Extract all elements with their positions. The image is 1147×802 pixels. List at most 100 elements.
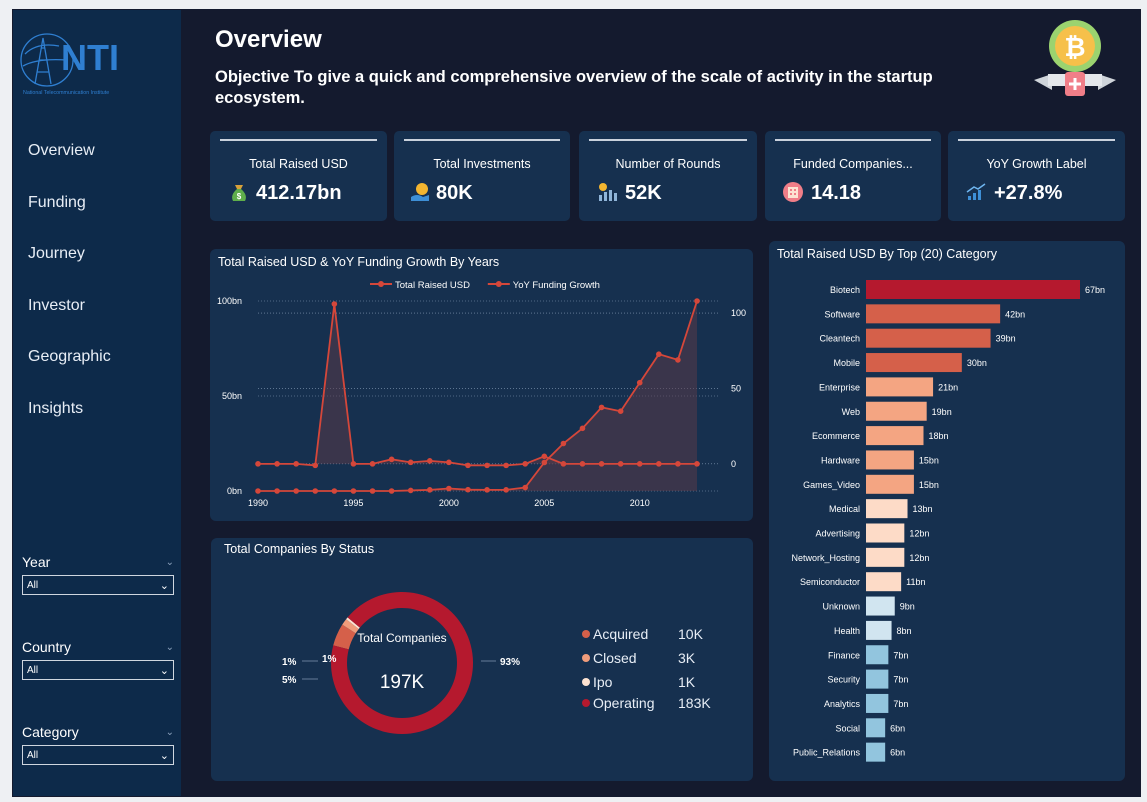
category-dropdown-value: All <box>27 749 39 761</box>
donut-center-label: Total Companies <box>357 631 446 645</box>
bar[interactable] <box>866 620 892 640</box>
bar-value-label: 42bn <box>1005 309 1025 319</box>
bar-value-label: 7bn <box>893 699 908 709</box>
bar[interactable] <box>866 426 924 446</box>
kpi-value: 80K <box>436 182 473 204</box>
donut-percent-label: 1% <box>322 654 337 665</box>
data-point <box>426 458 433 464</box>
kpi-label: Total Raised USD <box>249 157 348 171</box>
bar-value-label: 7bn <box>893 675 908 685</box>
data-point <box>579 425 586 432</box>
bar-category-label: Semiconductor <box>800 577 860 587</box>
bar-value-label: 13bn <box>913 504 933 514</box>
data-point <box>675 461 681 467</box>
chevron-down-icon: ⌄ <box>159 749 169 762</box>
data-point <box>484 462 490 469</box>
y-right-tick-label: 0 <box>731 459 736 469</box>
bar[interactable] <box>866 669 889 689</box>
bar-value-label: 12bn <box>909 553 929 563</box>
bar[interactable] <box>866 450 914 470</box>
bar[interactable] <box>866 353 962 373</box>
data-point <box>293 488 299 494</box>
legend-item[interactable]: Closed 3K <box>582 650 695 666</box>
category-bar-panel: Total Raised USD By Top (20) Category Bi… <box>769 241 1125 781</box>
bar[interactable] <box>866 280 1080 299</box>
bar[interactable] <box>866 377 934 397</box>
nav-insights[interactable]: Insights <box>28 399 84 417</box>
bar-value-label: 6bn <box>890 748 905 758</box>
legend-item[interactable]: Ipo 1K <box>582 674 695 690</box>
nav-journey[interactable]: Journey <box>28 245 85 262</box>
bar[interactable] <box>866 718 886 738</box>
data-point <box>675 357 681 363</box>
nti-logo: NTI National Telecommunication Institute <box>20 33 119 96</box>
legend-item[interactable]: Acquired 10K <box>582 626 703 642</box>
data-point <box>617 408 624 414</box>
kpi-total-raised: Total Raised USD $ 412.17bn <box>210 131 387 221</box>
sidebar: NTI National Telecommunication Institute… <box>13 10 181 796</box>
year-dropdown[interactable]: All ⌄ <box>22 575 174 595</box>
bar[interactable] <box>866 328 991 348</box>
bar-category-label: Web <box>842 407 860 417</box>
y-right-tick-label: 100 <box>731 308 746 318</box>
nav-overview[interactable]: Overview <box>28 142 95 159</box>
bar[interactable] <box>866 547 905 567</box>
bar[interactable] <box>866 572 902 592</box>
bar[interactable] <box>866 742 886 762</box>
data-point <box>407 487 414 494</box>
bar-value-label: 15bn <box>919 480 939 490</box>
chevron-down-icon[interactable]: ⌄ <box>165 726 174 738</box>
data-point <box>331 488 338 494</box>
bar[interactable] <box>866 523 905 543</box>
bar-value-label: 30bn <box>967 358 987 368</box>
country-slicer-title: Country <box>22 639 72 655</box>
legend-item[interactable]: Operating 183K <box>582 695 711 711</box>
bar-value-label: 6bn <box>890 723 905 733</box>
y-right-tick-label: 50 <box>731 383 741 393</box>
svg-text:₿: ₿ <box>1064 32 1085 62</box>
data-point <box>274 488 280 494</box>
year-slicer-title: Year <box>22 554 51 570</box>
nav-geographic[interactable]: Geographic <box>28 348 111 365</box>
category-dropdown[interactable]: All ⌄ <box>22 745 174 765</box>
bar-value-label: 7bn <box>893 650 908 660</box>
coin-hand-icon <box>411 183 429 201</box>
bar-category-label: Advertising <box>815 529 860 539</box>
kpi-label: Total Investments <box>433 157 531 171</box>
donut-percent-label: 1% <box>282 657 297 668</box>
funding-growth-chart-title: Total Raised USD & YoY Funding Growth By… <box>218 255 500 269</box>
bar-category-label: Software <box>824 309 860 319</box>
data-point <box>446 485 452 492</box>
nav-investor[interactable]: Investor <box>28 296 85 314</box>
page-objective: Objective To give a quick and comprehens… <box>215 68 933 107</box>
data-point <box>636 379 643 386</box>
data-point <box>560 461 567 467</box>
chevron-down-icon[interactable]: ⌄ <box>165 556 174 568</box>
data-point <box>446 459 452 466</box>
x-tick-label: 2005 <box>534 498 554 508</box>
kpi-value: 14.18 <box>811 182 862 204</box>
bar[interactable] <box>866 474 914 494</box>
funding-growth-chart-panel: Total Raised USD & YoY Funding Growth By… <box>210 249 753 521</box>
x-tick-label: 1990 <box>248 498 268 508</box>
bar-value-label: 67bn <box>1085 285 1105 295</box>
line-legend: Total Raised USD YoY Funding Growth <box>370 280 600 291</box>
country-dropdown[interactable]: All ⌄ <box>22 660 174 680</box>
data-point <box>522 484 529 491</box>
bar-category-label: Biotech <box>830 285 860 295</box>
bar[interactable] <box>866 401 927 421</box>
bar-value-label: 8bn <box>897 626 912 636</box>
bar[interactable] <box>866 693 889 713</box>
nav-funding[interactable]: Funding <box>28 193 86 211</box>
bar[interactable] <box>866 499 908 519</box>
legend-value: 10K <box>678 626 703 642</box>
donut-center-value: 197K <box>380 672 425 693</box>
chevron-down-icon[interactable]: ⌄ <box>165 641 174 653</box>
bar-value-label: 21bn <box>938 382 958 392</box>
bar[interactable] <box>866 596 895 616</box>
data-point <box>560 440 567 447</box>
data-point <box>541 453 548 460</box>
bar[interactable] <box>866 304 1001 324</box>
bar[interactable] <box>866 645 889 665</box>
data-point <box>656 461 662 467</box>
